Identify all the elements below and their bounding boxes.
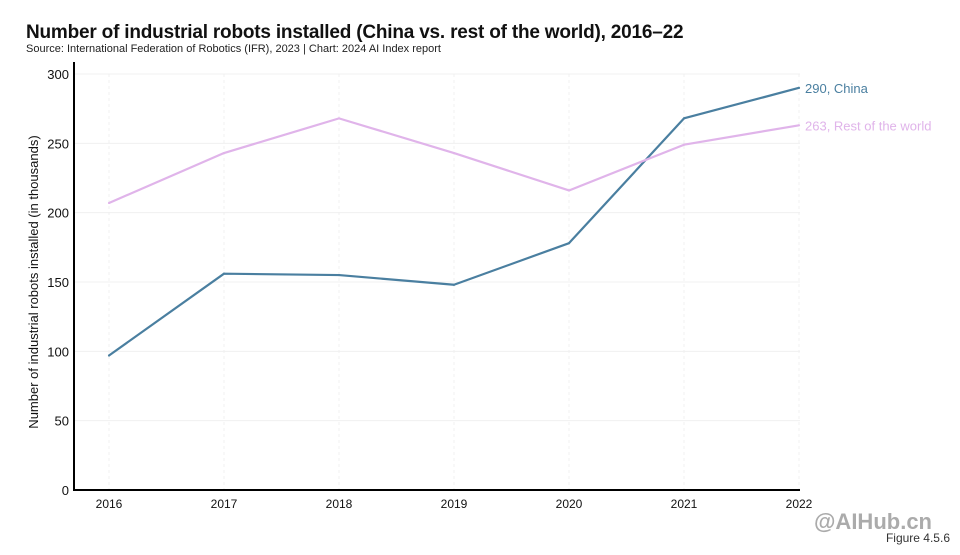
y-tick-label: 50	[55, 414, 69, 429]
chart-subtitle: Source: International Federation of Robo…	[26, 43, 441, 55]
data-point	[222, 151, 226, 155]
y-tick-label: 0	[62, 483, 69, 498]
series-end-label: 290, China	[805, 81, 869, 96]
data-point	[567, 242, 571, 245]
data-point	[337, 117, 341, 120]
data-point	[797, 124, 801, 127]
x-tick-label: 2022	[786, 497, 813, 511]
y-tick-label: 200	[47, 206, 69, 221]
y-tick-label: 300	[47, 67, 69, 82]
x-tick-label: 2021	[671, 497, 698, 511]
y-tick-label: 150	[47, 275, 69, 290]
data-point	[682, 143, 686, 146]
watermark: @AIHub.cn	[813, 509, 932, 534]
figure-label: Figure 4.5.6	[885, 531, 950, 545]
data-point	[797, 86, 801, 89]
chart-title: Number of industrial robots installed (C…	[26, 22, 684, 43]
series-end-label: 263, Rest of the world	[805, 118, 931, 133]
x-tick-label: 2016	[96, 497, 123, 511]
data-point	[682, 117, 686, 120]
data-point	[222, 272, 226, 275]
x-tick-label: 2018	[326, 497, 353, 511]
y-axis-label: Number of industrial robots installed (i…	[26, 135, 41, 428]
data-point	[107, 354, 111, 357]
x-tick-label: 2019	[441, 497, 468, 511]
data-point	[452, 151, 456, 155]
y-tick-label: 250	[47, 136, 69, 151]
y-tick-label: 100	[47, 344, 69, 359]
x-tick-label: 2020	[556, 497, 583, 511]
data-point	[567, 189, 571, 192]
data-point	[337, 273, 341, 277]
data-point	[107, 201, 111, 205]
data-point	[452, 283, 456, 286]
x-tick-label: 2017	[211, 497, 238, 511]
